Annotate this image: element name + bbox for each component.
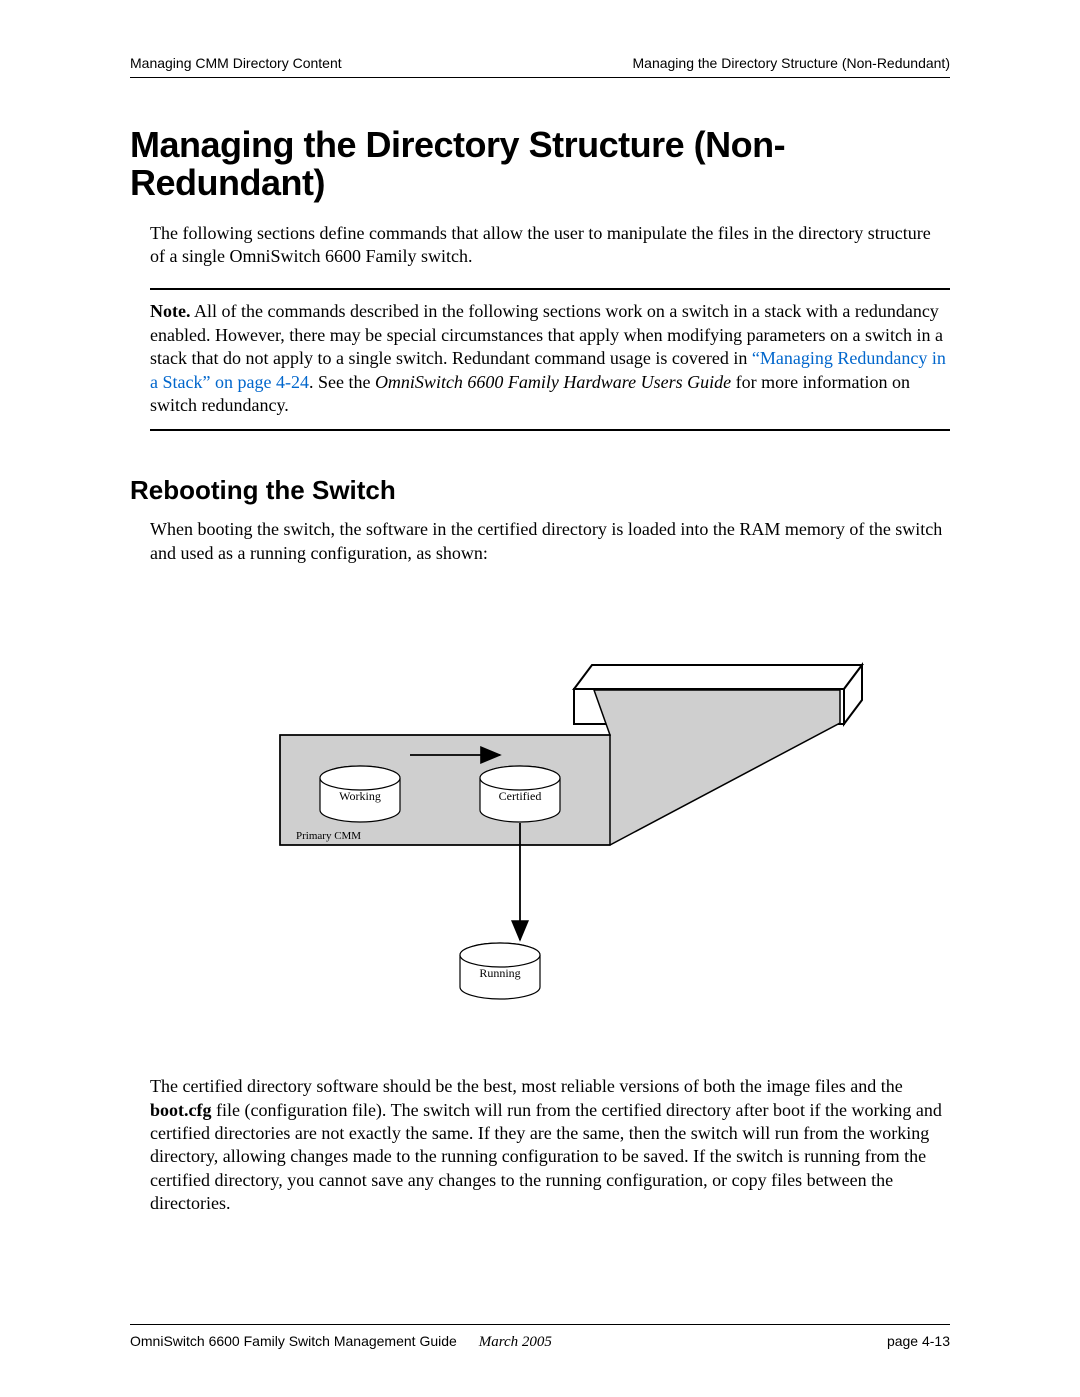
intro-paragraph: The following sections define commands t… [130, 222, 950, 269]
after-text-1: The certified directory software should … [150, 1076, 903, 1096]
header-left: Managing CMM Directory Content [130, 55, 342, 71]
note-text-2: . See the [309, 372, 375, 392]
section-rebooting-para: When booting the switch, the software in… [130, 518, 950, 565]
footer-left: OmniSwitch 6600 Family Switch Management… [130, 1333, 552, 1351]
footer-guide: OmniSwitch 6600 Family Switch Management… [130, 1333, 457, 1349]
working-label: Working [339, 789, 381, 803]
page-header: Managing CMM Directory Content Managing … [130, 55, 950, 78]
after-bold: boot.cfg [150, 1100, 212, 1120]
note-italic: OmniSwitch 6600 Family Hardware Users Gu… [375, 372, 731, 392]
running-label: Running [479, 966, 520, 980]
reboot-diagram-svg: Working Certified Primary CMM Running [200, 595, 880, 1035]
after-diagram-paragraph: The certified directory software should … [130, 1075, 950, 1215]
primary-cmm-label: Primary CMM [296, 830, 361, 842]
certified-label: Certified [499, 789, 542, 803]
footer-page: page 4-13 [887, 1333, 950, 1351]
note-label: Note. [150, 301, 190, 321]
page-title: Managing the Directory Structure (Non-Re… [130, 126, 950, 202]
page-footer: OmniSwitch 6600 Family Switch Management… [130, 1333, 950, 1351]
running-cylinder-icon: Running [460, 943, 540, 999]
after-text-2: file (configuration file). The switch wi… [150, 1100, 942, 1214]
reboot-diagram: Working Certified Primary CMM Running [200, 595, 880, 1035]
working-cylinder-icon: Working [320, 766, 400, 822]
note-block: Note. All of the commands described in t… [150, 288, 950, 431]
section-rebooting-title: Rebooting the Switch [130, 475, 950, 506]
footer-date: March 2005 [479, 1334, 552, 1350]
certified-cylinder-icon: Certified [480, 766, 560, 822]
footer-rule [130, 1324, 950, 1325]
header-right: Managing the Directory Structure (Non-Re… [633, 55, 951, 71]
